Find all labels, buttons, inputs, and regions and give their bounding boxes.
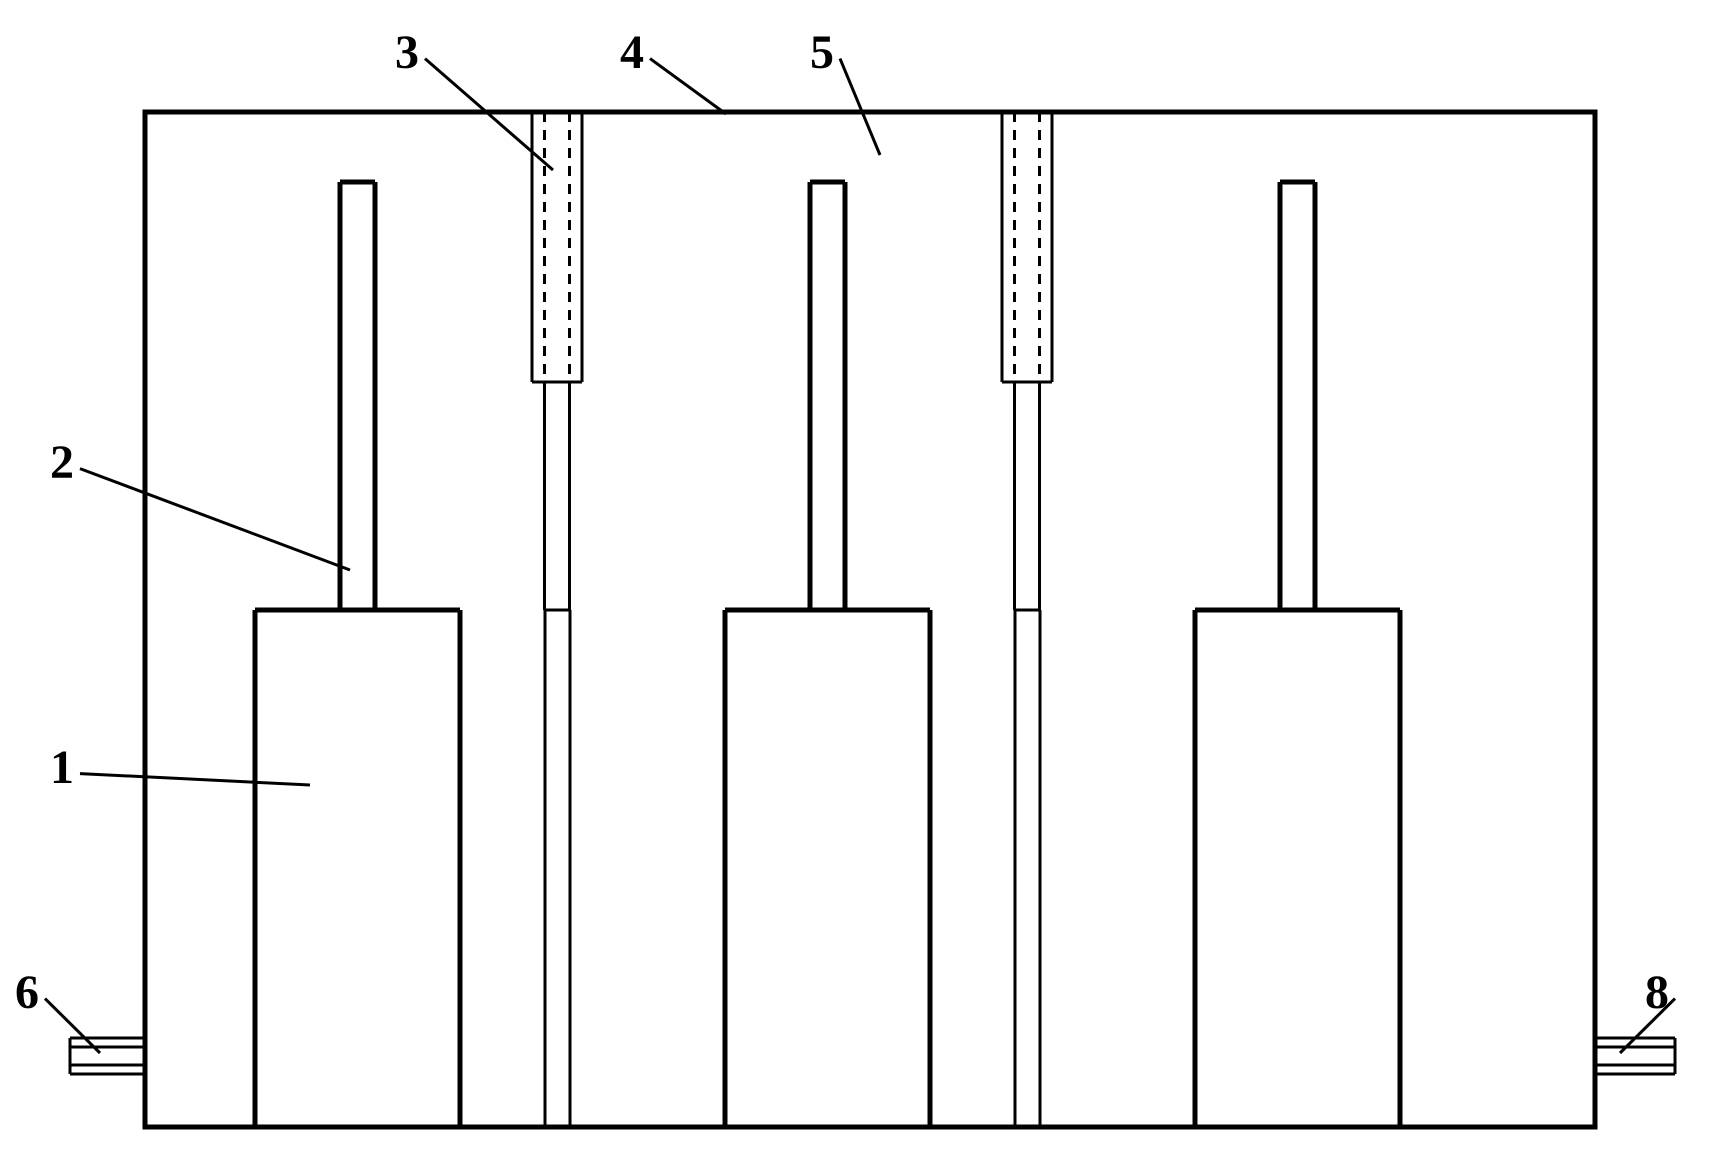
callout-label-4: 4 <box>620 25 644 80</box>
callout-label-6: 6 <box>15 965 39 1020</box>
callout-label-8: 8 <box>1645 965 1669 1020</box>
callout-label-1: 1 <box>50 740 74 795</box>
schematic-diagram <box>0 0 1724 1169</box>
callout-label-2: 2 <box>50 435 74 490</box>
callout-label-5: 5 <box>810 25 834 80</box>
callout-label-3: 3 <box>395 25 419 80</box>
